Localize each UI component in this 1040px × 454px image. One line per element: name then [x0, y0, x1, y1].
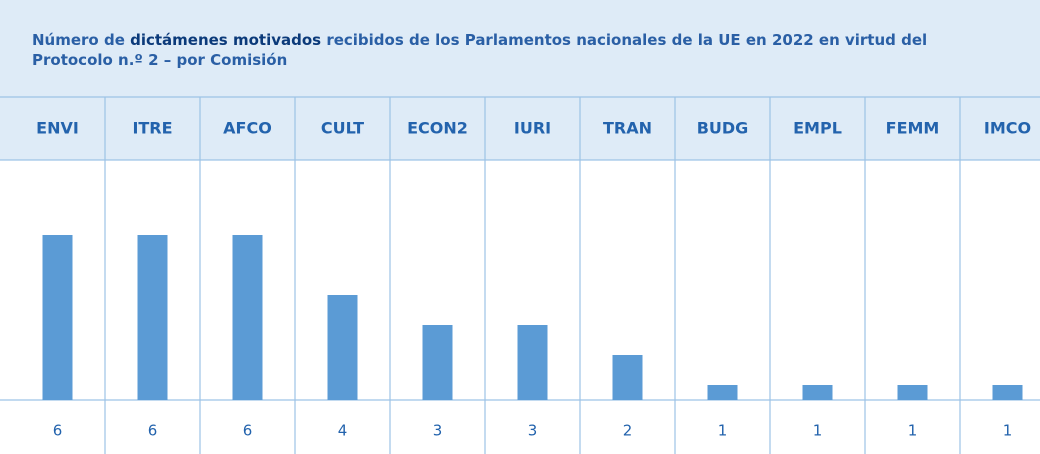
value-label: 4: [338, 422, 348, 440]
category-label: BUDG: [697, 119, 749, 138]
value-label: 1: [718, 422, 728, 440]
header-row: [0, 97, 1040, 160]
category-label: ITRE: [132, 119, 172, 138]
value-label: 3: [433, 422, 443, 440]
bar: [517, 325, 548, 400]
category-label: ENVI: [36, 119, 79, 138]
category-label: TRAN: [603, 119, 652, 138]
category-label: IMCO: [984, 119, 1031, 138]
title-part: recibidos de los Parlamentos nacionales …: [32, 31, 928, 69]
category-label: FEMM: [886, 119, 940, 138]
bar: [612, 355, 643, 400]
category-label: ECON2: [407, 119, 468, 138]
value-label: 1: [1003, 422, 1013, 440]
bar: [42, 235, 73, 400]
bar: [802, 385, 833, 400]
value-label: 1: [813, 422, 823, 440]
value-label: 2: [623, 422, 633, 440]
category-label: EMPL: [793, 119, 842, 138]
bar: [422, 325, 453, 400]
bar: [992, 385, 1023, 400]
category-label: AFCO: [223, 119, 272, 138]
bar: [707, 385, 738, 400]
title-part: Número de: [32, 31, 131, 49]
value-label: 1: [908, 422, 918, 440]
bar: [897, 385, 928, 400]
bar: [137, 235, 168, 400]
bar: [327, 295, 358, 400]
category-label: IURI: [514, 119, 551, 138]
title-emphasis: dictámenes motivados: [130, 31, 322, 49]
chart-title: Número de dictámenes motivados recibidos…: [0, 0, 1040, 97]
bar: [232, 235, 263, 400]
value-label: 3: [528, 422, 538, 440]
value-label: 6: [53, 422, 63, 440]
value-label: 6: [148, 422, 158, 440]
value-label: 6: [243, 422, 253, 440]
category-label: CULT: [321, 119, 364, 138]
